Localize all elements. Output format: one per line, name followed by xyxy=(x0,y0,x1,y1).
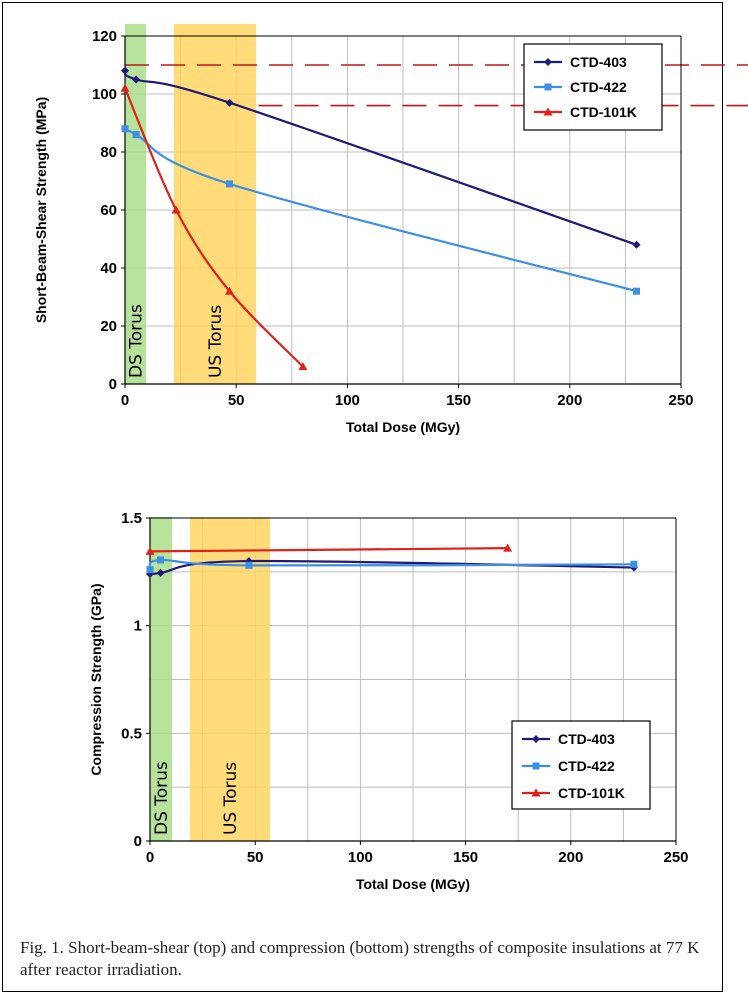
bottom-x-tick-label: 250 xyxy=(663,849,688,866)
bottom-point-ctd-422 xyxy=(245,561,253,569)
bottom-legend-label-ctd-403: CTD-403 xyxy=(558,731,615,747)
bottom-y-axis-title: Compression Strength (GPa) xyxy=(88,583,104,775)
top-x-tick-label: 100 xyxy=(335,392,360,409)
top-y-tick-label: 100 xyxy=(92,86,117,103)
bottom-legend-marker-ctd-422 xyxy=(532,762,540,770)
bottom-point-ctd-422 xyxy=(157,556,165,564)
top-point-ctd-403 xyxy=(121,66,129,75)
bottom-x-tick-label: 0 xyxy=(146,849,154,866)
top-series-ctd-403 xyxy=(121,66,641,249)
top-series-ctd-101k xyxy=(120,83,308,371)
bottom-x-tick-label: 50 xyxy=(247,849,264,866)
bottom-legend-label-ctd-101k: CTD-101K xyxy=(558,785,625,801)
bottom-x-tick-label: 150 xyxy=(453,849,478,866)
bottom-point-ctd-403 xyxy=(156,568,165,577)
top-y-tick-label: 60 xyxy=(100,202,117,219)
top-legend-marker-ctd-403 xyxy=(544,58,552,66)
bottom-x-tick-label: 200 xyxy=(558,849,583,866)
top-band-label-us-torus: US Torus xyxy=(206,305,226,378)
top-point-ctd-101k xyxy=(120,83,130,92)
top-point-ctd-101k xyxy=(298,362,308,371)
bottom-series-ctd-422 xyxy=(146,556,638,574)
top-point-ctd-422 xyxy=(226,180,234,188)
bottom-band-label-ds-torus: DS Torus xyxy=(152,761,172,835)
bottom-legend-marker-ctd-403 xyxy=(532,735,540,743)
bottom-series-ctd-101k xyxy=(145,543,513,555)
shear-strength-chart: DS Torus US Torus 0 50 100 150 200 250 0 20 40 60 80… xyxy=(33,24,748,435)
bottom-point-ctd-101k xyxy=(145,546,155,555)
top-point-ctd-101k xyxy=(171,205,181,214)
top-y-tick-label: 80 xyxy=(100,144,117,161)
bottom-x-tick-label: 100 xyxy=(348,849,373,866)
top-legend: CTD-403 CTD-422 CTD-101K xyxy=(523,43,663,131)
top-y-tick-label: 120 xyxy=(92,28,117,45)
top-point-ctd-403 xyxy=(632,240,641,249)
top-x-tick-label: 150 xyxy=(446,392,471,409)
top-series-ctd-422 xyxy=(121,125,641,295)
bottom-legend-marker-ctd-101k xyxy=(531,788,541,797)
top-x-tick-label: 0 xyxy=(121,392,129,409)
top-band-ds-torus xyxy=(125,24,147,384)
bottom-point-ctd-422 xyxy=(146,566,154,574)
top-x-tick-label: 50 xyxy=(228,392,245,409)
bottom-legend-label-ctd-422: CTD-422 xyxy=(558,758,615,774)
top-point-ctd-403 xyxy=(132,75,141,84)
top-point-ctd-422 xyxy=(633,287,641,295)
bottom-band-ds-torus xyxy=(150,517,173,841)
top-band-us-torus xyxy=(173,24,257,384)
bottom-point-ctd-101k xyxy=(503,543,513,552)
figure-caption: Fig. 1. Short-beam-shear (top) and compr… xyxy=(20,938,700,979)
top-band-label-ds-torus: DS Torus xyxy=(127,304,147,378)
top-y-tick-label: 0 xyxy=(109,376,117,393)
bottom-band-label-us-torus: US Torus xyxy=(221,762,241,835)
top-y-axis-title: Short-Beam-Shear Strength (MPa) xyxy=(33,97,49,323)
top-x-tick-label: 250 xyxy=(668,392,693,409)
bottom-y-tick-label: 1.5 xyxy=(121,510,142,527)
top-y-tick-label: 40 xyxy=(100,260,117,277)
bottom-y-tick-label: 1 xyxy=(134,618,142,635)
top-point-ctd-422 xyxy=(121,125,129,133)
top-y-tick-label: 20 xyxy=(100,318,117,335)
top-series-line-ctd-101k xyxy=(123,87,304,368)
bottom-band-us-torus xyxy=(189,517,270,841)
bottom-x-axis-title: Total Dose (MGy) xyxy=(356,876,470,892)
top-legend-marker-ctd-422 xyxy=(544,83,552,91)
bottom-point-ctd-422 xyxy=(630,560,638,568)
compression-strength-chart: DS Torus US Torus 0 50 100 150 200 250 0 0.5 1 1.5 T… xyxy=(88,510,689,892)
top-point-ctd-422 xyxy=(132,131,140,139)
top-point-ctd-403 xyxy=(225,98,234,107)
top-legend-marker-ctd-101k xyxy=(543,107,553,116)
bottom-y-tick-label: 0.5 xyxy=(121,725,142,742)
top-legend-label-ctd-403: CTD-403 xyxy=(570,54,627,70)
bottom-y-tick-label: 0 xyxy=(134,833,142,850)
top-x-tick-label: 200 xyxy=(557,392,582,409)
top-legend-label-ctd-422: CTD-422 xyxy=(570,79,627,95)
top-x-axis-title: Total Dose (MGy) xyxy=(346,419,460,435)
top-legend-label-ctd-101k: CTD-101K xyxy=(570,104,637,120)
top-point-ctd-101k xyxy=(225,286,235,295)
bottom-legend: CTD-403 CTD-422 CTD-101K xyxy=(511,720,651,810)
bottom-series-line-ctd-101k xyxy=(149,547,508,553)
